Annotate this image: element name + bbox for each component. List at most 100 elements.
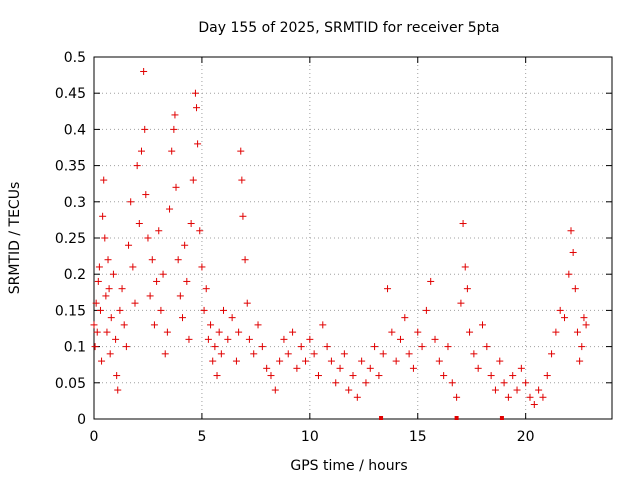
data-point	[144, 234, 152, 242]
data-point	[178, 314, 186, 322]
data-point	[578, 343, 586, 351]
data-point	[185, 335, 193, 343]
data-point	[463, 285, 471, 293]
data-point	[576, 357, 584, 365]
data-point	[323, 343, 331, 351]
data-point	[327, 357, 335, 365]
data-point	[100, 176, 108, 184]
data-point	[98, 357, 106, 365]
data-point	[148, 256, 156, 264]
data-point	[548, 350, 556, 358]
x-tick-label: 10	[301, 429, 319, 445]
data-point	[245, 335, 253, 343]
data-point	[202, 285, 210, 293]
data-point	[170, 125, 178, 133]
data-point	[431, 335, 439, 343]
data-point	[526, 393, 534, 401]
data-point	[496, 357, 504, 365]
data-point	[211, 343, 219, 351]
data-point	[174, 256, 182, 264]
data-point	[297, 343, 305, 351]
data-point	[103, 328, 111, 336]
data-point	[107, 314, 115, 322]
gap-marker	[499, 416, 504, 420]
y-tick-label: 0.4	[64, 122, 86, 138]
x-tick-label: 0	[90, 429, 99, 445]
data-point	[340, 350, 348, 358]
data-point	[217, 350, 225, 358]
data-point	[137, 147, 145, 155]
data-point	[504, 393, 512, 401]
data-point	[96, 306, 104, 314]
data-point	[556, 306, 564, 314]
x-tick-label: 20	[517, 429, 535, 445]
data-point	[161, 350, 169, 358]
data-point	[500, 379, 508, 387]
data-point	[133, 162, 141, 170]
data-point	[392, 357, 400, 365]
y-tick-label: 0	[77, 412, 86, 428]
data-point	[118, 285, 126, 293]
data-point	[267, 372, 275, 380]
data-point	[187, 220, 195, 228]
gap-markers	[379, 416, 504, 420]
data-point	[453, 393, 461, 401]
gridlines	[94, 57, 612, 419]
data-point	[215, 328, 223, 336]
data-point	[306, 335, 314, 343]
data-point	[90, 321, 98, 329]
data-point	[181, 241, 189, 249]
data-point	[314, 372, 322, 380]
data-point	[535, 386, 543, 394]
data-point	[95, 263, 103, 271]
data-point	[388, 328, 396, 336]
data-point	[105, 285, 113, 293]
data-point	[196, 227, 204, 235]
data-point	[168, 147, 176, 155]
data-point	[448, 379, 456, 387]
data-point	[140, 67, 148, 75]
data-point	[319, 321, 327, 329]
data-point	[353, 393, 361, 401]
y-tick-label: 0.15	[55, 303, 86, 319]
data-point	[427, 277, 435, 285]
data-point	[405, 350, 413, 358]
data-point	[191, 89, 199, 97]
data-point	[193, 104, 201, 112]
data-point	[91, 343, 99, 351]
data-point	[241, 256, 249, 264]
data-point	[479, 321, 486, 329]
data-point	[157, 306, 165, 314]
data-point	[457, 299, 465, 307]
data-point	[194, 140, 202, 148]
data-point	[155, 227, 163, 235]
data-point	[135, 220, 143, 228]
data-point	[543, 372, 551, 380]
data-point	[113, 372, 121, 380]
x-tick-label: 15	[409, 429, 427, 445]
data-point	[487, 372, 495, 380]
data-point	[461, 263, 469, 271]
data-point	[409, 364, 417, 372]
data-point	[112, 335, 120, 343]
y-tick-label: 0.2	[64, 267, 86, 283]
data-point	[440, 372, 448, 380]
data-point	[150, 321, 158, 329]
data-point	[466, 328, 474, 336]
data-point	[172, 183, 180, 191]
data-point	[396, 335, 404, 343]
data-point	[459, 220, 467, 228]
data-point	[379, 350, 387, 358]
data-point	[159, 270, 167, 278]
data-point	[204, 335, 212, 343]
gap-marker	[454, 416, 459, 420]
data-point	[116, 306, 124, 314]
data-point	[569, 248, 577, 256]
data-point	[375, 372, 383, 380]
data-point	[209, 357, 217, 365]
y-tick-label: 0.25	[55, 231, 86, 247]
data-point	[200, 306, 208, 314]
data-point	[224, 335, 232, 343]
y-tick-label: 0.05	[55, 376, 86, 392]
data-point	[235, 328, 243, 336]
